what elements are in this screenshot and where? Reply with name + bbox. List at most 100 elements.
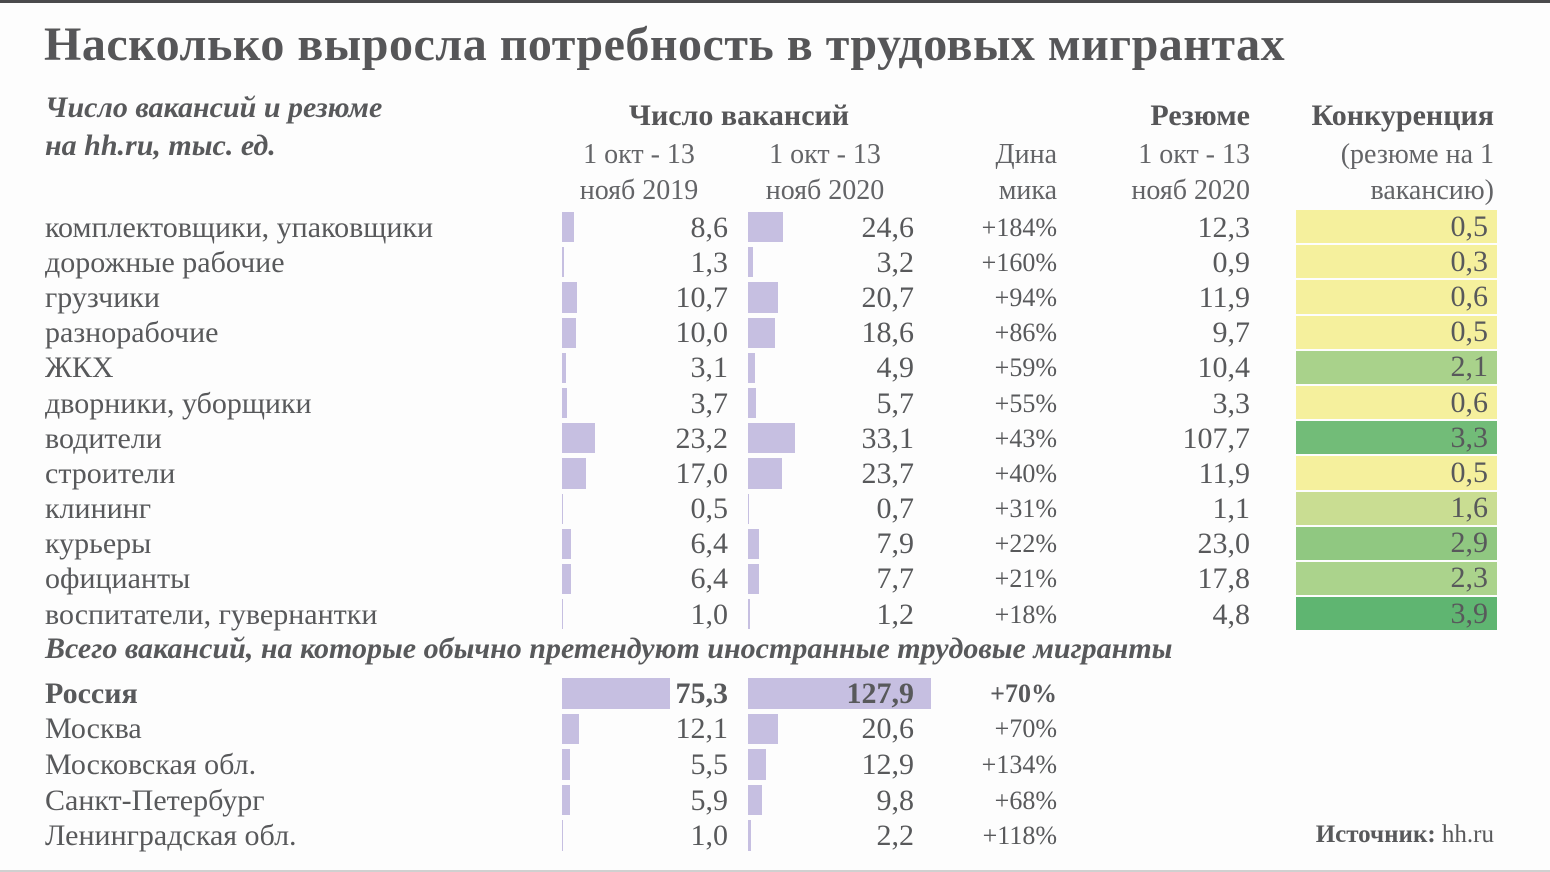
vacancies-2020-bar: [748, 784, 762, 816]
table-row: Москва 12,1 20,6 +70%: [0, 712, 1550, 748]
column-header-line: мика: [998, 175, 1057, 206]
vacancies-2019-bar: [562, 678, 670, 709]
table-row: дворники, уборщики 3,7 5,7 +55% 3,3 0,6: [0, 386, 1550, 422]
vacancies-2019-cell: 0,5: [562, 492, 730, 527]
vacancies-2019-bar: [562, 563, 572, 595]
vacancies-2019-cell: 17,0: [562, 456, 730, 491]
vacancies-2020-value: 7,7: [876, 562, 915, 596]
vacancies-2019-value: 1,0: [690, 819, 729, 853]
vacancies-2020-value: 2,2: [876, 819, 915, 853]
resume-value: 12,3: [1197, 210, 1251, 244]
column-header-line: 1 окт - 13: [583, 139, 695, 170]
vacancies-2019-bar: [562, 423, 596, 454]
column-header-dynamics: Дина мика: [916, 137, 1058, 209]
vacancies-2019-bar: [562, 352, 567, 383]
dynamics-value: +40%: [994, 458, 1057, 488]
competition-cell: 0,5: [1296, 315, 1497, 351]
resume-value: 107,7: [1182, 421, 1251, 455]
vacancies-2019-cell: 5,9: [562, 783, 730, 819]
vacancies-2020-cell: 1,2: [748, 597, 916, 632]
vacancies-2019-bar: [562, 599, 564, 630]
vacancies-2019-bar: [562, 493, 563, 524]
vacancies-2020-cell: 12,9: [748, 747, 916, 783]
vacancies-2020-cell: 23,7: [748, 456, 916, 491]
resume-value: 0,9: [1212, 245, 1251, 279]
subtitle-line-1: Число вакансий и резюме: [45, 91, 383, 124]
vacancies-2019-value: 10,7: [675, 280, 729, 314]
column-header-competition-sub: (резюме на 1 вакансию): [1276, 137, 1494, 209]
vacancies-2020-cell: 20,7: [748, 280, 916, 315]
vacancies-2019-value: 75,3: [675, 676, 729, 710]
vacancies-2019-bar: [562, 749, 570, 780]
vacancies-2020-cell: 4,9: [748, 351, 916, 386]
vacancies-2019-value: 17,0: [675, 456, 729, 490]
vacancies-2020-value: 7,9: [876, 527, 915, 561]
resume-value: 4,8: [1212, 597, 1251, 631]
dynamics-value: +18%: [994, 599, 1057, 629]
row-label: Ленинградская обл.: [45, 819, 297, 853]
resume-value: 23,0: [1197, 527, 1251, 561]
dynamics-value: +118%: [982, 821, 1057, 851]
vacancies-2020-value: 127,9: [846, 676, 915, 710]
row-label: Санкт-Петербург: [45, 783, 265, 817]
row-label: грузчики: [45, 280, 160, 314]
competition-cell: 1,6: [1296, 491, 1497, 527]
row-label: Россия: [45, 676, 138, 710]
vacancies-2019-cell: 75,3: [562, 676, 730, 712]
table-row: ЖКХ 3,1 4,9 +59% 10,4 2,1: [0, 350, 1550, 386]
row-label: Москва: [45, 712, 142, 746]
vacancies-2019-value: 6,4: [690, 527, 729, 561]
vacancies-2020-bar: [748, 820, 752, 851]
vacancies-2020-value: 23,7: [861, 456, 915, 490]
vacancies-2020-bar: [748, 282, 778, 313]
vacancies-2020-cell: 0,7: [748, 492, 916, 527]
vacancies-2019-value: 5,9: [690, 783, 729, 817]
table-row: клининг 0,5 0,7 +31% 1,1 1,6: [0, 491, 1550, 527]
occupations-table: комплектовщики, упаковщики 8,6 24,6 +184…: [0, 210, 1550, 633]
resume-value: 1,1: [1212, 492, 1251, 526]
vacancies-2019-bar: [562, 528, 572, 559]
vacancies-2019-value: 23,2: [675, 421, 729, 455]
source-value: hh.ru: [1435, 821, 1494, 848]
vacancies-2019-cell: 1,3: [562, 245, 730, 280]
vacancies-2019-bar: [562, 387, 568, 419]
dynamics-value: +31%: [994, 494, 1057, 524]
table-row: строители 17,0 23,7 +40% 11,9 0,5: [0, 456, 1550, 492]
chart-subtitle: Число вакансий и резюме на hh.ru, тыс. е…: [45, 89, 382, 165]
vacancies-2020-value: 9,8: [876, 783, 915, 817]
vacancies-2019-cell: 3,7: [562, 386, 730, 421]
resume-value: 10,4: [1197, 351, 1251, 385]
row-label: курьеры: [45, 527, 152, 561]
vacancies-2020-bar: [748, 212, 784, 243]
vacancies-2019-value: 5,5: [690, 747, 729, 781]
vacancies-2019-value: 0,5: [690, 492, 729, 526]
vacancies-2019-value: 3,7: [690, 386, 729, 420]
dynamics-value: +21%: [994, 564, 1057, 594]
vacancies-2020-bar: [748, 387, 757, 419]
subtitle-line-2: на hh.ru, тыс. ед.: [45, 129, 276, 162]
table-row: комплектовщики, упаковщики 8,6 24,6 +184…: [0, 210, 1550, 246]
table-row: официанты 6,4 7,7 +21% 17,8 2,3: [0, 561, 1550, 598]
vacancies-2020-bar: [748, 247, 753, 278]
resume-value: 11,9: [1198, 456, 1250, 490]
vacancies-2020-cell: 33,1: [748, 421, 916, 456]
vacancies-2020-bar: [748, 458, 782, 489]
column-header-line: 1 окт - 13: [769, 139, 881, 170]
vacancies-2020-cell: 7,9: [748, 527, 916, 562]
vacancies-2019-cell: 1,0: [562, 818, 730, 854]
vacancies-2020-value: 3,2: [876, 245, 915, 279]
dynamics-value: +160%: [981, 247, 1057, 277]
resume-value: 9,7: [1212, 316, 1251, 350]
vacancies-2020-bar: [748, 317, 775, 348]
vacancies-2019-cell: 5,5: [562, 747, 730, 783]
vacancies-2020-cell: 3,2: [748, 245, 916, 280]
vacancies-2019-cell: 10,0: [562, 316, 730, 351]
table-row: воспитатели, гувернантки 1,0 1,2 +18% 4,…: [0, 597, 1550, 633]
row-label: воспитатели, гувернантки: [45, 597, 378, 631]
row-label: официанты: [45, 562, 191, 596]
column-group-resume: Резюме: [1150, 99, 1250, 132]
vacancies-2020-bar: [748, 749, 767, 780]
vacancies-2020-bar: [748, 713, 778, 745]
competition-cell: 0,5: [1296, 210, 1497, 246]
